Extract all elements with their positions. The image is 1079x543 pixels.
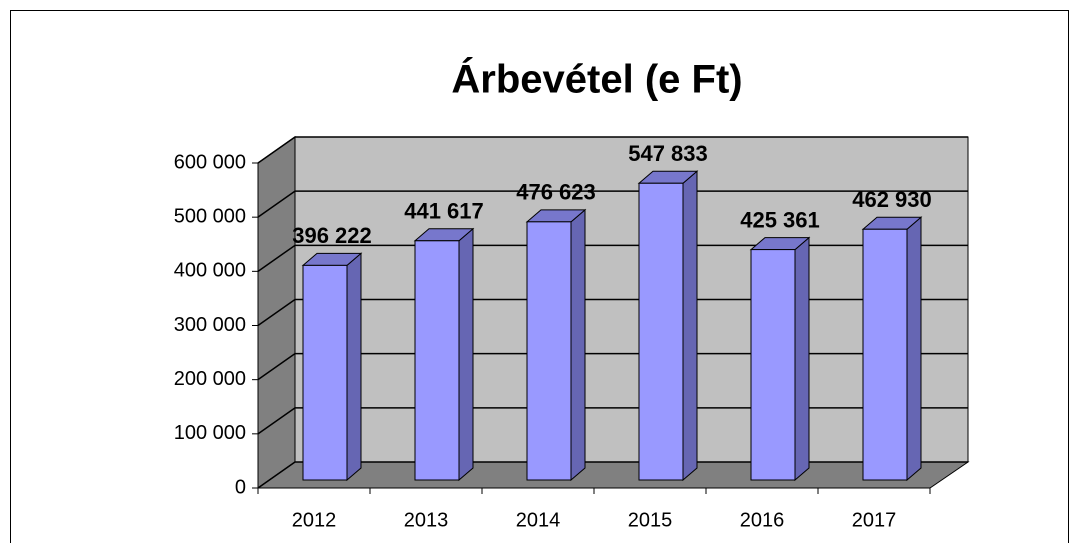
grid-line (257, 461, 968, 489)
value-label: 462 930 (852, 187, 932, 212)
grid-line (257, 244, 968, 272)
x-tick-label: 2016 (740, 509, 785, 531)
value-label: 547 833 (628, 141, 708, 166)
bar (302, 264, 348, 481)
x-tick-label: 2012 (292, 509, 337, 531)
y-tick-label: 400 000 (174, 260, 246, 282)
chart-title: Árbevétel (e Ft) (451, 57, 742, 102)
grid-line (257, 298, 968, 327)
y-tick-label: 200 000 (174, 368, 246, 390)
bar (750, 249, 796, 481)
x-tick-label: 2015 (628, 509, 673, 531)
bar-side (682, 170, 698, 482)
value-label: 441 617 (404, 199, 484, 224)
bar-side (906, 216, 922, 482)
y-tick-label: 100 000 (174, 422, 246, 444)
bar (862, 228, 908, 481)
x-tick-label: 2014 (516, 509, 561, 531)
grid-line (257, 407, 968, 435)
value-label: 476 623 (516, 180, 596, 205)
bar (526, 221, 572, 481)
value-label: 396 222 (292, 223, 372, 248)
bar-side (794, 236, 810, 482)
x-tick-label: 2013 (404, 509, 449, 531)
grid-line (257, 190, 968, 218)
y-tick-label: 500 000 (174, 205, 246, 227)
bar (638, 182, 684, 481)
y-tick-label: 300 000 (174, 314, 246, 336)
bar (414, 240, 460, 481)
floor (256, 461, 970, 489)
y-tick-label: 0 (235, 476, 246, 498)
bar-side (570, 208, 586, 482)
bar-side (458, 227, 474, 482)
x-tick-label: 2017 (852, 509, 897, 531)
value-label: 425 361 (740, 207, 820, 232)
grid-line (257, 136, 968, 164)
grid-line (257, 352, 968, 381)
y-tick-label: 600 000 (174, 151, 246, 173)
bar-side (346, 252, 362, 482)
